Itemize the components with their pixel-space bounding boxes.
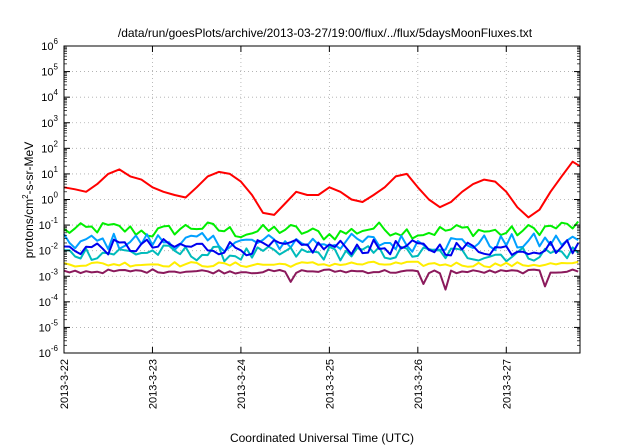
y-tick-label: 101 [41,165,58,181]
y-tick-label: 102 [41,139,58,155]
series-line-5 [63,260,579,269]
y-tick-labels: 10-6 10-5 10-4 10-3 10-2 10-1 100 101 102 103 104 1… [39,37,59,360]
y-axis-label: protons/cm2-s-sr-MeV [21,142,36,258]
series-line-3 [64,244,579,263]
x-tick-label: 2013-3-24 [236,359,248,409]
x-tick-labels: 2013-3-22 2013-3-23 2013-3-24 2013-3-25 2013… [59,359,513,409]
x-axis-label: Coordinated Universal Time (UTC) [230,431,414,445]
y-tick-label: 10-1 [39,216,59,232]
series-line-0 [63,160,581,219]
y-tick-label: 10-2 [39,242,59,258]
x-tick-label: 2013-3-25 [324,359,336,409]
y-tick-label: 10-3 [39,267,59,283]
plot-frame [63,45,581,354]
y-axis-label-rest: -s-sr-MeV [22,142,36,195]
y-tick-label: 103 [41,114,58,130]
x-tick-label: 2013-3-23 [147,359,159,409]
series-line-4 [63,238,580,257]
y-tick-label: 10-5 [39,318,59,334]
series-line-6 [63,268,579,291]
data-series [63,160,581,291]
grid-lines [63,46,580,353]
y-tick-label: 106 [41,37,58,53]
y-tick-label: 100 [41,191,58,207]
y-tick-label: 10-6 [39,344,59,360]
x-tick-label: 2013-3-27 [501,359,513,409]
x-tick-label: 2013-3-22 [59,359,71,409]
x-tick-label: 2013-3-26 [413,359,425,409]
y-tick-label: 104 [41,88,58,104]
y-axis-label-base: protons/cm [22,199,36,258]
y-axis-label-sup: 2 [21,194,30,199]
series-line-1 [63,220,579,241]
y-tick-label: 105 [41,63,58,79]
axis-ticks [63,45,580,354]
chart-title: /data/run/goesPlots/archive/2013-03-27/1… [118,26,533,40]
y-tick-label: 10-4 [39,293,59,309]
